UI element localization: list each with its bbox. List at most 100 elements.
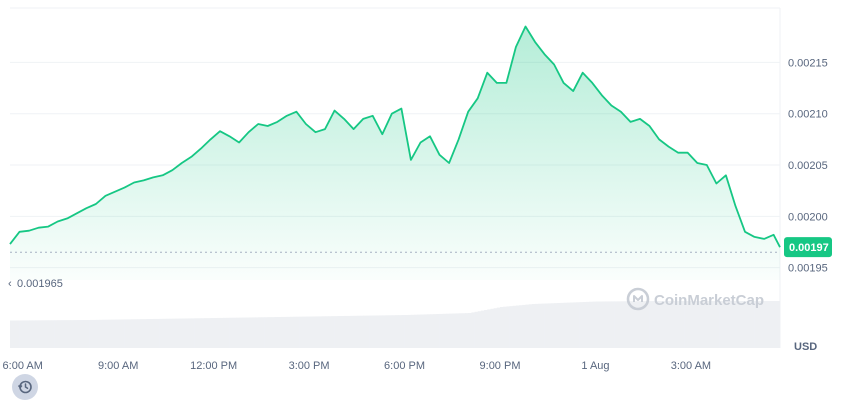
- volume-bar: [229, 317, 234, 348]
- volume-bar: [541, 303, 545, 348]
- volume-bar: [633, 301, 638, 348]
- volume-bar: [165, 318, 170, 348]
- history-icon: [17, 380, 32, 394]
- volume-bar: [54, 320, 59, 348]
- y-tick-label: 0.00205: [788, 160, 828, 172]
- volume-bar: [137, 319, 141, 348]
- current-price-label: 0.00197: [789, 242, 829, 254]
- volume-bar: [296, 316, 300, 348]
- volume-bar: [124, 319, 129, 348]
- volume-bar: [153, 318, 157, 348]
- volume-bar: [477, 311, 482, 348]
- volume-bar: [426, 314, 431, 348]
- volume-bar: [566, 302, 571, 348]
- volume-bar: [277, 317, 281, 348]
- volume-bar: [646, 301, 650, 348]
- volume-bar: [668, 301, 673, 348]
- volume-bar: [16, 320, 20, 348]
- history-button[interactable]: [12, 374, 38, 400]
- volume-bar: [25, 320, 30, 348]
- volume-bar: [213, 318, 218, 348]
- volume-bar: [162, 318, 167, 348]
- volume-bar: [64, 320, 68, 348]
- volume-bar: [480, 310, 485, 348]
- volume-bar: [764, 301, 768, 348]
- x-tick-label: 9:00 PM: [480, 360, 521, 372]
- volume-bar: [430, 314, 434, 348]
- volume-bar: [611, 301, 615, 348]
- volume-bar: [385, 315, 389, 348]
- x-axis: 6:00 AM 9:00 AM 12:00 PM 3:00 PM 6:00 PM 9:00…: [3, 360, 712, 372]
- volume-bar: [671, 301, 676, 348]
- volume-bar: [379, 315, 383, 348]
- volume-bar: [652, 301, 657, 348]
- y-axis: 0.00195 0.00200 0.00205 0.00210 0.00215: [788, 57, 828, 274]
- volume-bar: [496, 307, 501, 348]
- volume-bar: [169, 318, 173, 348]
- volume-bar: [503, 306, 507, 348]
- volume-bar: [35, 320, 39, 348]
- volume-bar: [512, 305, 517, 348]
- watermark-text: CoinMarketCap: [654, 292, 764, 309]
- volume-bar: [369, 315, 374, 348]
- volume-bar: [175, 318, 179, 348]
- volume-bar: [395, 315, 399, 348]
- volume-bar: [188, 318, 192, 348]
- volume-bar: [13, 320, 17, 348]
- volume-bar: [334, 316, 339, 348]
- y-tick-label: 0.00195: [788, 263, 828, 275]
- volume-bar: [172, 318, 176, 348]
- volume-bar: [420, 314, 424, 348]
- volume-bar: [404, 315, 409, 348]
- volume-bar: [506, 306, 510, 348]
- volume-bar: [525, 304, 529, 348]
- volume-bar: [716, 301, 720, 348]
- volume-bar: [360, 315, 364, 348]
- volume-bar: [531, 304, 536, 348]
- volume-bar: [375, 315, 380, 348]
- volume-bar: [226, 317, 230, 348]
- volume-bar: [748, 301, 752, 348]
- volume-bar: [245, 317, 249, 348]
- volume-bar: [675, 301, 679, 348]
- volume-bar: [678, 301, 682, 348]
- volume-bar: [776, 301, 781, 348]
- volume-bar: [99, 319, 103, 348]
- volume-bar: [589, 301, 593, 348]
- volume-bar: [337, 316, 342, 348]
- volume-bar: [105, 319, 109, 348]
- volume-bar: [627, 301, 631, 348]
- volume-bar: [738, 301, 743, 348]
- volume-bar: [439, 313, 444, 348]
- volume-bar: [407, 314, 412, 348]
- volume-bar: [573, 302, 577, 348]
- volume-bar: [500, 307, 504, 348]
- volume-bar: [465, 313, 469, 348]
- volume-bar: [598, 301, 603, 348]
- volume-bar: [461, 313, 466, 348]
- volume-bar: [662, 301, 666, 348]
- volume-bar: [614, 301, 619, 348]
- volume-bar: [156, 318, 160, 348]
- volume-bar: [684, 301, 689, 348]
- volume-bar: [121, 319, 125, 348]
- volume-bar: [522, 304, 526, 348]
- volume-bar: [321, 316, 326, 348]
- x-tick-label: 3:00 AM: [671, 360, 711, 372]
- x-tick-label: 3:00 PM: [289, 360, 330, 372]
- volume-bar: [700, 301, 704, 348]
- volume-bar: [519, 305, 523, 348]
- volume-bar: [601, 301, 606, 348]
- volume-bar: [643, 301, 647, 348]
- volume-bar: [372, 315, 377, 348]
- volume-bar: [741, 301, 746, 348]
- volume-bar: [22, 320, 27, 348]
- volume-bar: [585, 301, 590, 348]
- volume-bars: [10, 301, 781, 348]
- volume-bar: [331, 316, 335, 348]
- volume-bar: [32, 320, 36, 348]
- volume-bar: [220, 317, 224, 348]
- volume-bar: [207, 318, 211, 348]
- volume-bar: [95, 319, 100, 348]
- volume-bar: [356, 315, 361, 348]
